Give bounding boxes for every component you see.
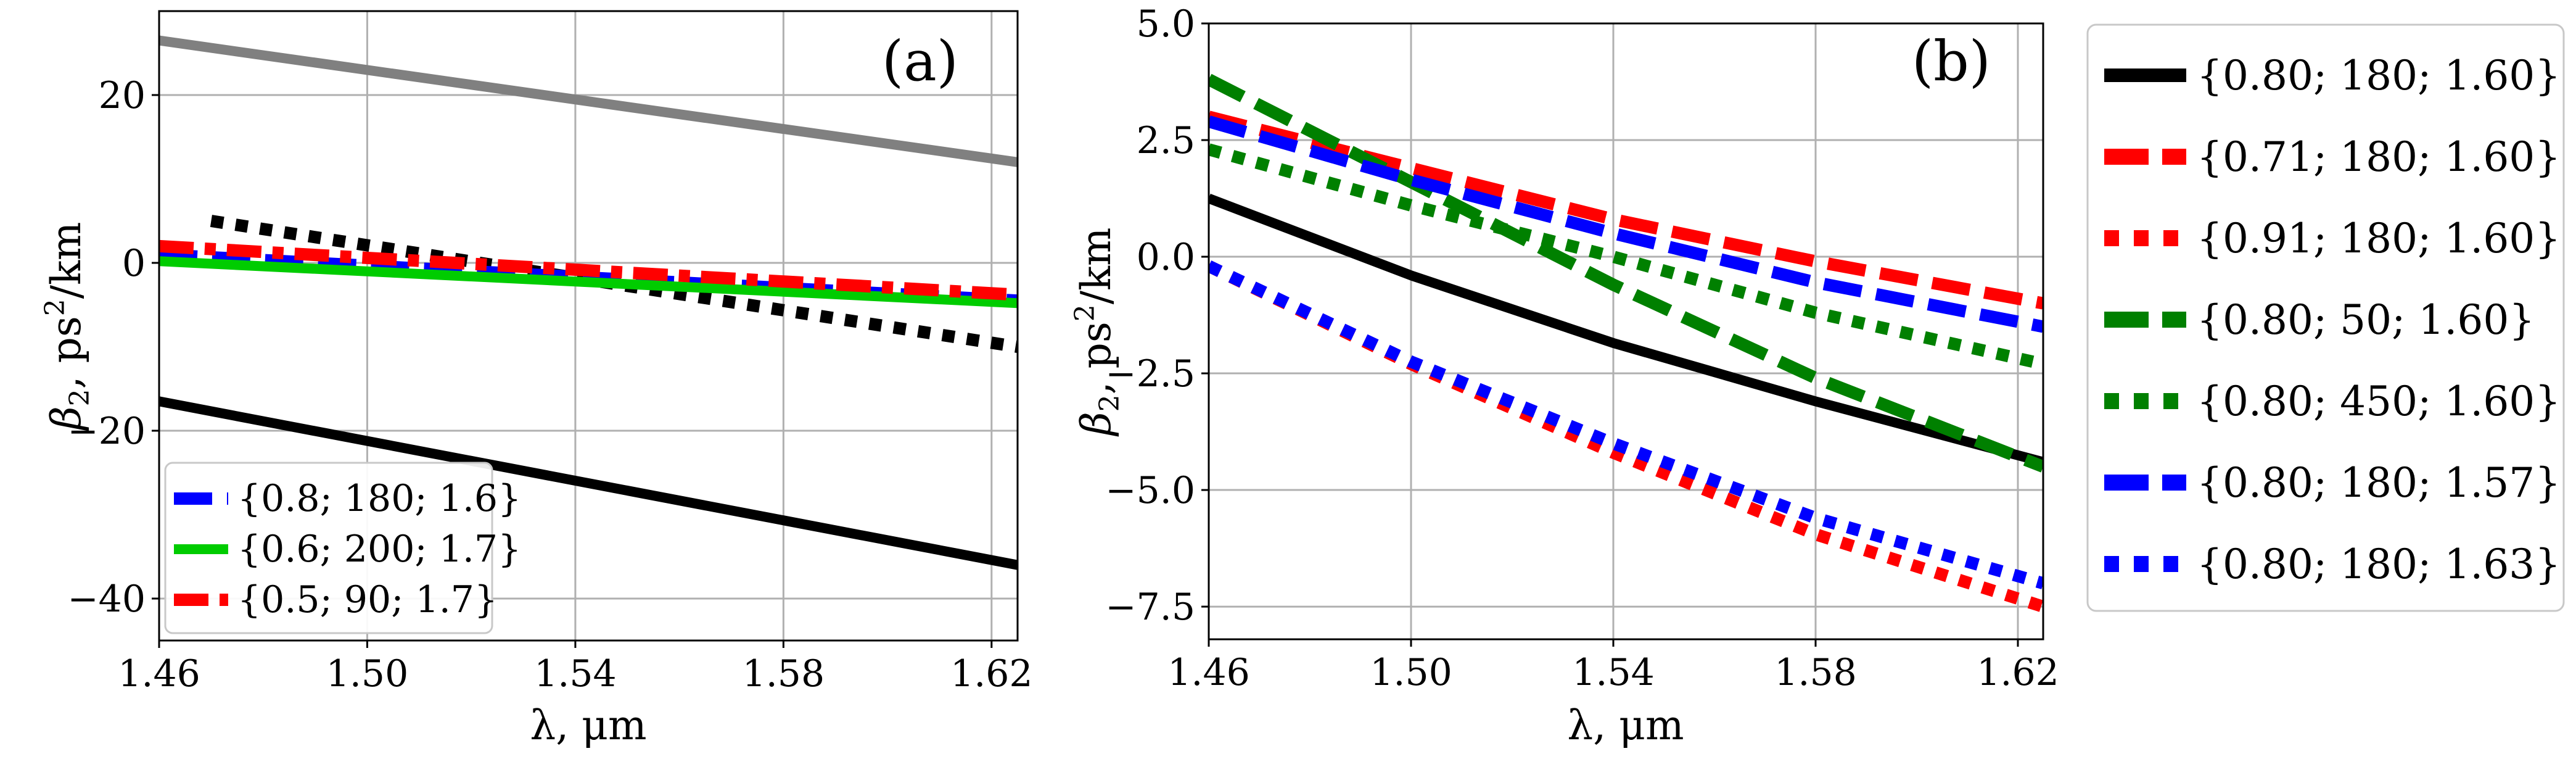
legend-label-a: {0.5; 90; 1.7} [237, 578, 498, 621]
y-tick-label: 0 [122, 242, 146, 285]
legend-label-b: {0.80; 450; 1.60} [2197, 378, 2561, 425]
x-tick-label: 1.58 [1774, 651, 1857, 694]
series-line-a-2 [159, 396, 1018, 570]
y-axis-label-a: β2, ps2/km [39, 222, 96, 431]
legend-box-a [164, 462, 493, 634]
legend-label-b: {0.91; 180; 1.60} [2197, 215, 2561, 262]
series-line-b-3 [1209, 260, 2043, 613]
y-tick-label: −20 [67, 410, 146, 453]
plot-frame-a [158, 10, 1019, 642]
series-line-a-6 [159, 239, 1018, 301]
y-tick-label: 20 [99, 74, 146, 117]
panel-tag-b: (b) [1912, 29, 1991, 94]
x-axis-label-b: λ, μm [1567, 702, 1684, 749]
legend-label-b: {0.80; 180; 1.57} [2197, 459, 2561, 507]
ticks-a: 1.46 1.50 1.54 1.58 1.62 20 0 −20 −40 [67, 74, 1032, 695]
x-axis-label-a: λ, μm [530, 702, 646, 749]
y-axis-label-b: β2, ps2/km [1069, 227, 1125, 437]
panel-tag-a: (a) [882, 29, 958, 94]
x-tick-label: 1.46 [118, 652, 200, 695]
series-line-b-2 [1209, 110, 2043, 310]
series-group-b [1209, 73, 2043, 613]
legend-label-b: {0.80; 180; 1.60} [2197, 52, 2561, 99]
legend-label-a: {0.8; 180; 1.6} [237, 477, 521, 520]
legend-a: {0.8; 180; 1.6} {0.6; 200; 1.7} {0.5; 90; … [164, 462, 521, 634]
x-tick-label: 1.62 [950, 652, 1033, 695]
series-line-b-6 [1209, 115, 2043, 333]
legend-label-b: {0.71; 180; 1.60} [2197, 133, 2561, 181]
legend-box-b [2086, 23, 2565, 612]
grid-b [1208, 22, 2043, 639]
chart-panel-b: 1.46 1.50 1.54 1.58 1.62 5.0 2.5 0.0 −2.5 −5.0 −7.… [1069, 2, 2059, 749]
y-tick-label: 0.0 [1137, 236, 1195, 279]
y-tick-label: −40 [67, 578, 146, 621]
legend-label-b: {0.80; 50; 1.60} [2197, 296, 2535, 344]
series-line-b-7 [1209, 260, 2043, 589]
series-line-b-1 [1209, 194, 2043, 467]
x-tick-label: 1.50 [326, 652, 409, 695]
x-tick-label: 1.62 [1977, 651, 2059, 694]
x-tick-label: 1.50 [1370, 651, 1452, 694]
plot-frame-b [1208, 22, 2044, 641]
y-tick-label: −5.0 [1105, 469, 1195, 512]
x-tick-label: 1.54 [1572, 651, 1655, 694]
series-line-b-4 [1209, 73, 2043, 473]
x-tick-label: 1.58 [743, 652, 825, 695]
series-line-a-1 [159, 35, 1018, 167]
y-tick-label: −2.5 [1105, 352, 1195, 396]
y-tick-label: 5.0 [1137, 2, 1195, 46]
legend-b: {0.80; 180; 1.60} {0.71; 180; 1.60} {0.91;… [2086, 23, 2565, 612]
x-tick-label: 1.46 [1167, 651, 1250, 694]
legend-label-b: {0.80; 180; 1.63} [2197, 541, 2561, 588]
ticks-b: 1.46 1.50 1.54 1.58 1.62 5.0 2.5 0.0 −2.5 −5.0 −7.… [1105, 2, 2059, 694]
x-tick-label: 1.54 [534, 652, 617, 695]
y-tick-label: 2.5 [1137, 119, 1195, 162]
legend-label-a: {0.6; 200; 1.7} [237, 528, 521, 571]
series-group-a [159, 35, 1018, 570]
series-line-a-5 [159, 256, 1018, 309]
y-tick-label: −7.5 [1105, 586, 1195, 629]
